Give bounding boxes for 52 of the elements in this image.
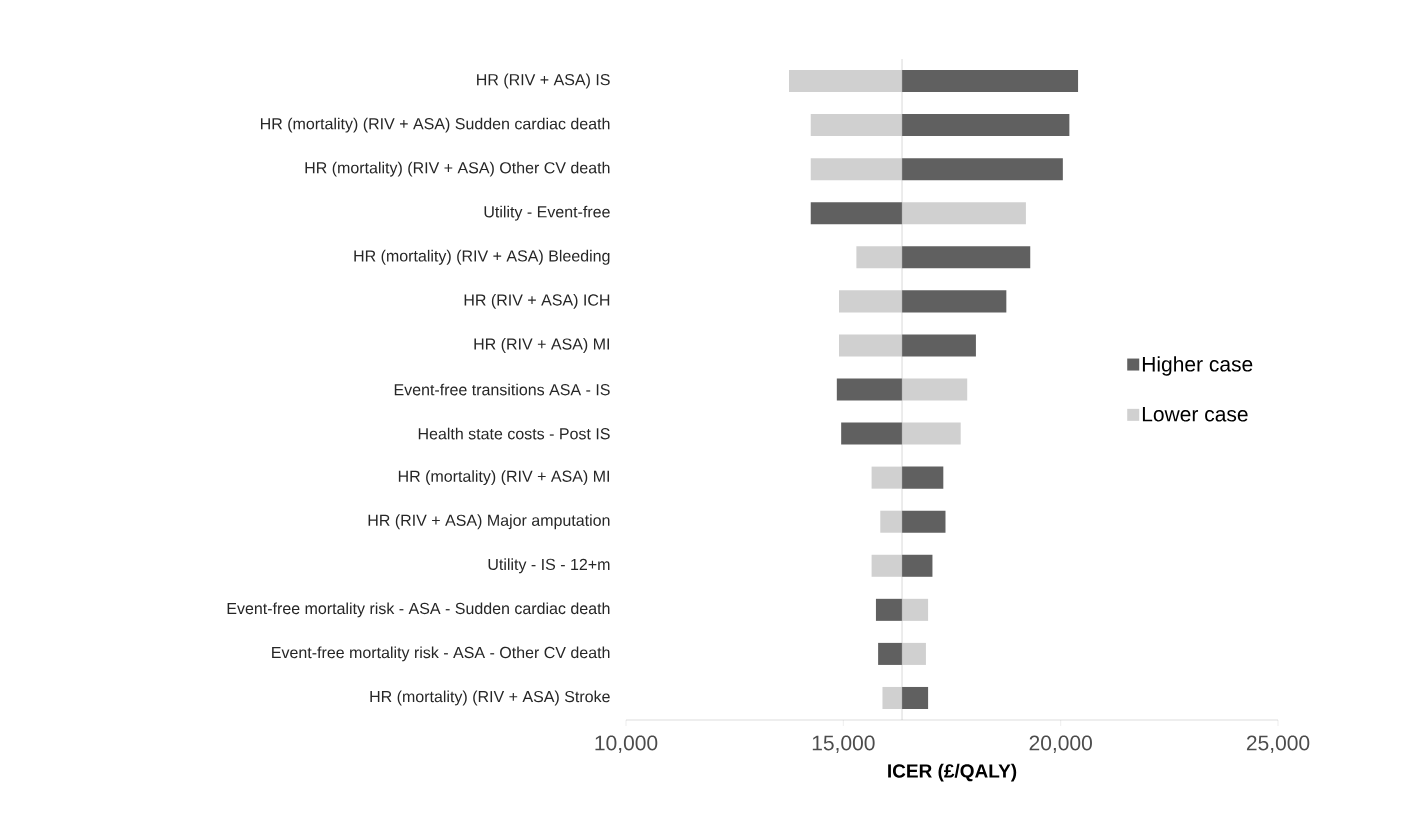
bar: [878, 642, 903, 665]
bar: [836, 378, 903, 401]
legend-label: Lower case: [1142, 406, 1248, 422]
y-tick-label: Utility - IS - 12+m: [488, 558, 610, 574]
bar: [810, 202, 903, 225]
y-tick-label: Utility - Event-free: [484, 205, 610, 221]
x-tick-label: 15,000: [812, 735, 875, 753]
y-tick-label: Event-free transitions ASA - IS: [394, 383, 610, 396]
x-tick-label: 10,000: [595, 735, 658, 753]
y-tick-label: HR (mortality) (RIV + ASA) MI: [398, 470, 609, 486]
bar: [902, 158, 1063, 181]
bar: [902, 114, 1070, 137]
bar: [902, 554, 933, 577]
bar: [789, 70, 903, 93]
y-tick-label: HR (mortality) (RIV + ASA) Bleeding: [354, 249, 610, 265]
y-tick-label: Event-free mortality risk - ASA - Sudden cardiac death: [227, 602, 610, 618]
bar: [902, 334, 976, 357]
y-tick-label: HR (RIV + ASA) Major amputation: [368, 514, 610, 530]
y-tick-label: HR (mortality) (RIV + ASA) Other CV death: [305, 161, 610, 177]
y-tick-label: HR (mortality) (RIV + ASA) Sudden cardiac death: [260, 117, 610, 133]
bar: [902, 686, 929, 709]
y-tick-label: HR (mortality) (RIV + ASA) Stroke: [370, 690, 610, 706]
y-tick-label: HR (RIV + ASA) MI: [474, 337, 609, 353]
bar: [871, 554, 903, 577]
bar: [902, 642, 926, 665]
bar: [902, 598, 929, 621]
bar: [902, 246, 1031, 269]
bar: [810, 158, 903, 181]
bar: [902, 202, 1026, 225]
bar: [838, 290, 903, 313]
x-tick-label: 25,000: [1246, 735, 1310, 753]
y-tick-label: Event-free mortality risk - ASA - Other CV death: [272, 646, 610, 662]
bar: [871, 466, 903, 489]
bar: [856, 246, 903, 269]
y-tick-label: HR (RIV + ASA) IS: [477, 73, 610, 89]
y-tick-label: Health state costs - Post IS: [418, 427, 610, 440]
bar: [880, 510, 903, 533]
y-tick-label: HR (RIV + ASA) ICH: [464, 293, 610, 309]
bar: [838, 334, 903, 357]
bar: [875, 598, 903, 621]
bar: [810, 114, 903, 137]
bar: [882, 686, 903, 709]
bar: [902, 466, 944, 489]
bar: [902, 70, 1079, 93]
legend-label: Higher case: [1142, 356, 1253, 376]
bar: [841, 422, 903, 445]
x-axis-title: ICER (£/QALY): [888, 763, 1017, 782]
bar: [902, 378, 968, 401]
bar: [902, 422, 961, 445]
x-tick-label: 20,000: [1029, 735, 1092, 753]
bar: [902, 510, 946, 533]
bar: [902, 290, 1007, 313]
